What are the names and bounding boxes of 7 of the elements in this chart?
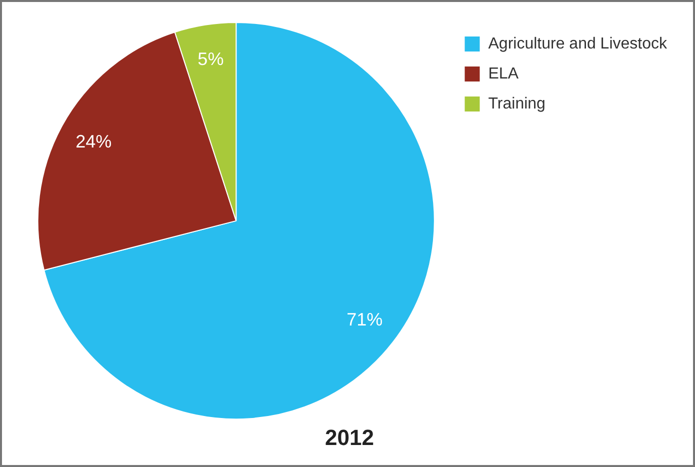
legend-label: Training <box>488 95 546 112</box>
legend-label: ELA <box>488 65 519 82</box>
data-label: 24% <box>76 131 112 152</box>
data-label: 5% <box>198 49 224 70</box>
data-label: 71% <box>346 309 383 330</box>
text: 2012 <box>325 424 374 450</box>
legend-label: Agriculture and Livestock <box>488 35 668 52</box>
